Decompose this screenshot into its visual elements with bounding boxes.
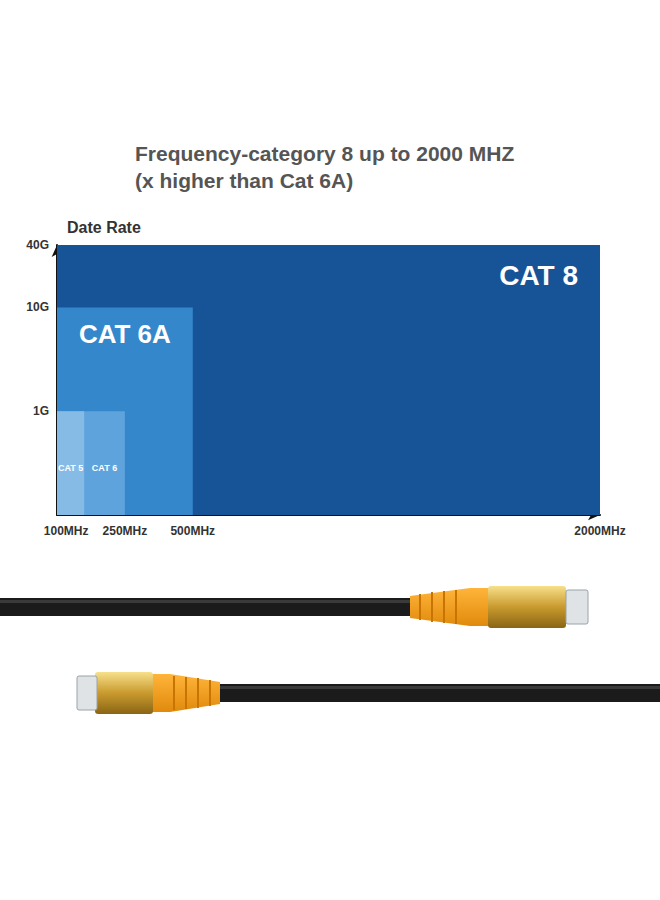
svg-text:40G: 40G [26,238,49,252]
svg-text:CAT 6A: CAT 6A [79,319,171,349]
svg-text:Date Rate: Date Rate [67,219,141,236]
svg-text:10G: 10G [26,300,49,314]
svg-text:CAT 5: CAT 5 [58,463,83,473]
svg-text:2000MHz: 2000MHz [574,524,625,538]
svg-text:500MHz: 500MHz [170,524,215,538]
svg-text:Frequency-category 8 up to 200: Frequency-category 8 up to 2000 MHZ [135,142,514,165]
svg-text:CAT 8: CAT 8 [499,260,578,291]
svg-text:(x higher than Cat 6A): (x higher than Cat 6A) [135,169,353,192]
svg-text:250MHz: 250MHz [103,524,148,538]
svg-text:1G: 1G [33,404,49,418]
svg-text:CAT 6: CAT 6 [92,463,117,473]
svg-text:100MHz: 100MHz [44,524,89,538]
